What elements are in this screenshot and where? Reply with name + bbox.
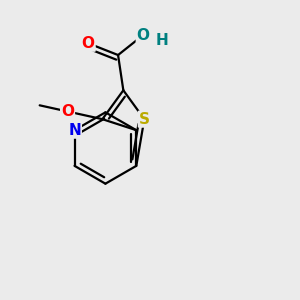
Text: S: S <box>139 112 150 127</box>
Text: O: O <box>82 36 95 51</box>
Text: H: H <box>156 33 168 48</box>
Text: N: N <box>68 123 81 138</box>
Text: O: O <box>137 28 150 43</box>
Text: O: O <box>61 104 74 119</box>
